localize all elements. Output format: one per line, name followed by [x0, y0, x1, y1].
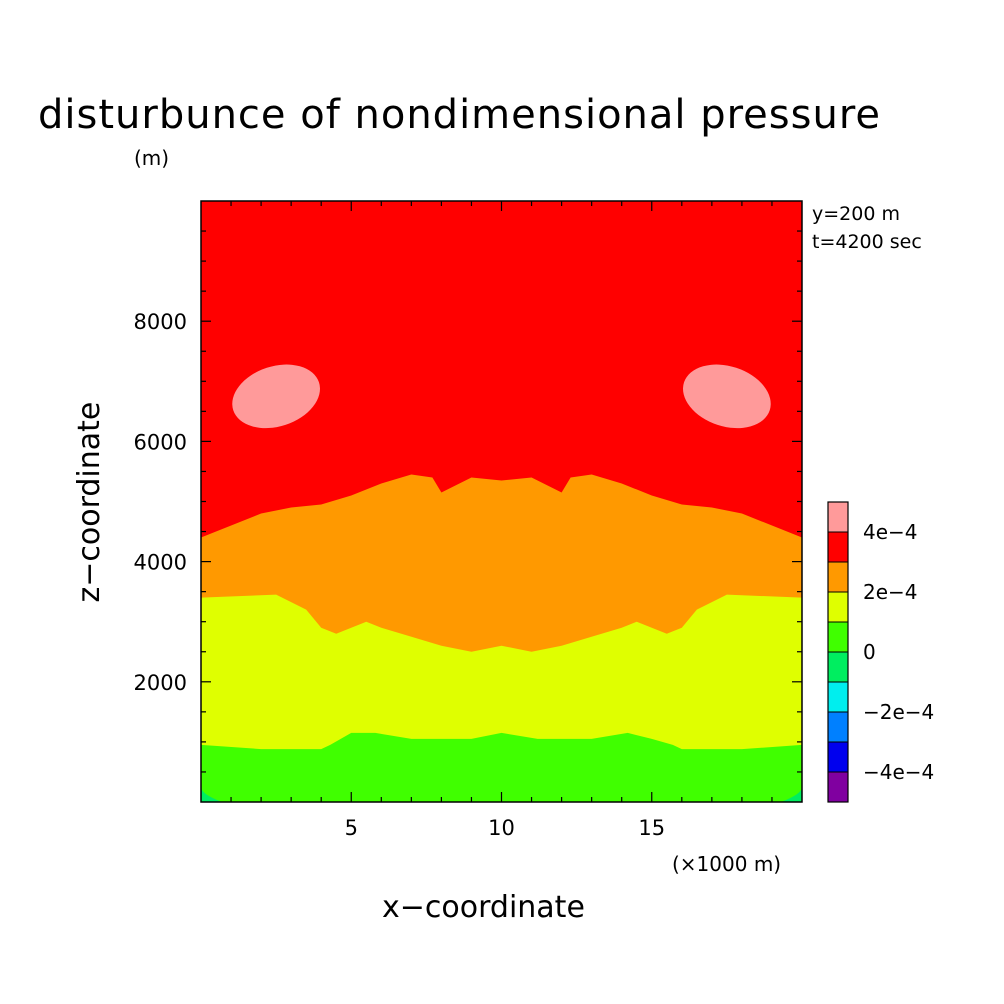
colorbar-label: −4e−4 [863, 760, 934, 784]
colorbar-swatch [828, 622, 848, 652]
colorbar-swatch [828, 652, 848, 682]
annotation-time: t=4200 sec [812, 231, 922, 253]
colorbar-swatch [828, 532, 848, 562]
x-tick-label: 5 [345, 816, 358, 840]
colorbar-label: 4e−4 [863, 520, 918, 544]
colorbar-swatch [828, 742, 848, 772]
colorbar-swatch [828, 592, 848, 622]
y-tick-label: 4000 [134, 551, 187, 575]
x-axis-unit: (×1000 m) [672, 852, 782, 876]
y-tick-label: 6000 [134, 430, 187, 454]
max-region-1 [683, 364, 771, 429]
y-tick-label: 2000 [134, 671, 187, 695]
colorbar-swatch [828, 682, 848, 712]
colorbar-swatch [828, 772, 848, 802]
y-axis-unit: (m) [134, 146, 170, 170]
colorbar-swatch [828, 712, 848, 742]
min-corner-1 [780, 786, 802, 802]
x-tick-label: 10 [488, 816, 515, 840]
chart-title: disturbunce of nondimensional pressure [38, 92, 881, 138]
annotation-y-position: y=200 m [812, 203, 900, 225]
contour-band-2 [201, 201, 802, 538]
colorbar-label: 0 [863, 640, 876, 664]
max-region-0 [232, 364, 320, 429]
colorbar-label: 2e−4 [863, 580, 918, 604]
colorbar-label: −2e−4 [863, 700, 934, 724]
min-corner-0 [201, 786, 223, 802]
x-axis-label: x−coordinate [382, 890, 585, 925]
y-tick-label: 8000 [134, 310, 187, 334]
x-tick-label: 15 [638, 816, 665, 840]
colorbar-swatch [828, 562, 848, 592]
colorbar-swatch [828, 502, 848, 532]
